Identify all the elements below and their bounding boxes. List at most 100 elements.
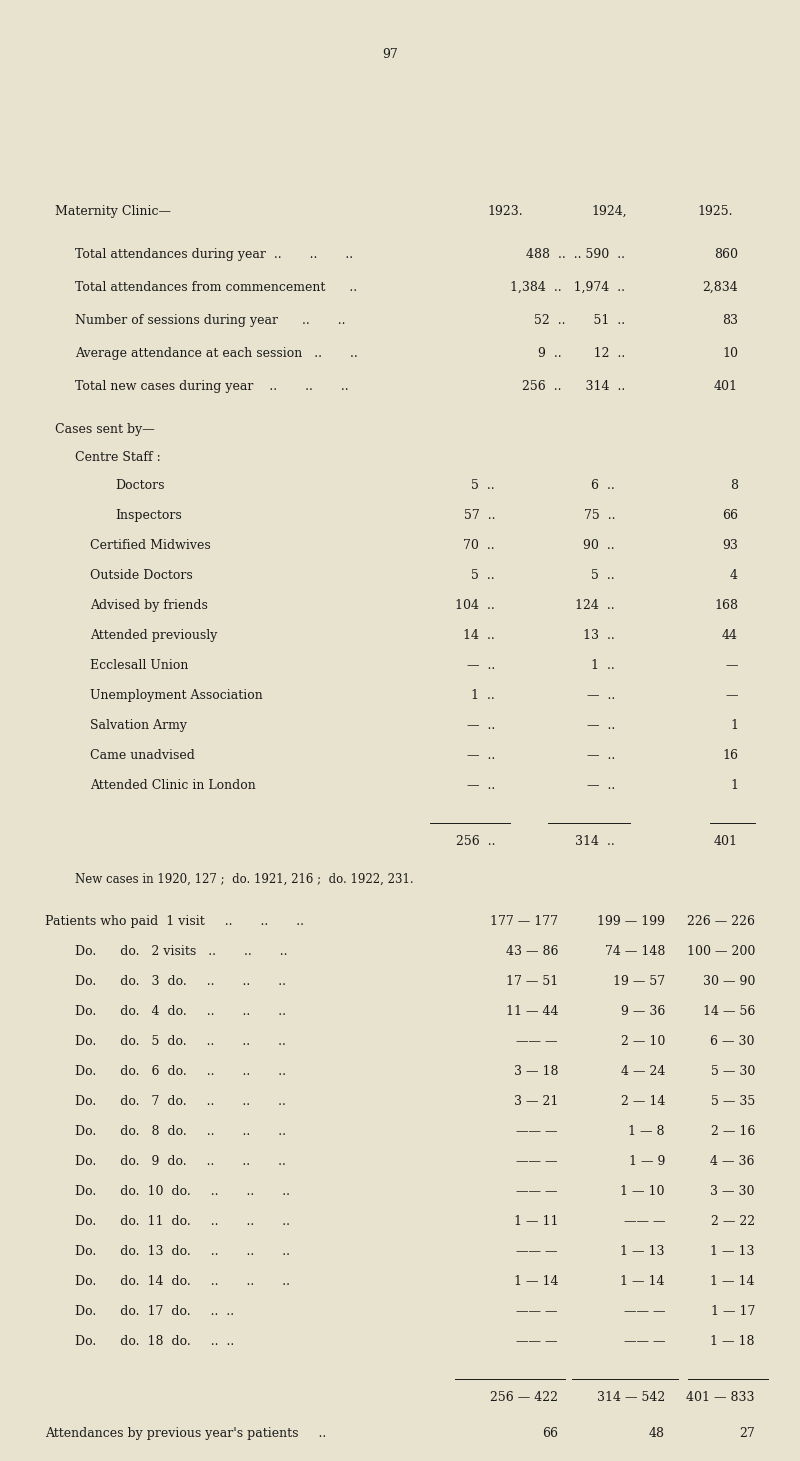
Text: 124  ..: 124 .. <box>575 599 615 612</box>
Text: Attended previously: Attended previously <box>90 630 218 641</box>
Text: Total new cases during year    ..       ..       ..: Total new cases during year .. .. .. <box>75 380 349 393</box>
Text: Do.      do.   7  do.     ..       ..       ..: Do. do. 7 do. .. .. .. <box>75 1094 286 1107</box>
Text: Attendances by previous year's patients     ..: Attendances by previous year's patients … <box>45 1427 326 1441</box>
Text: —— —: —— — <box>517 1156 558 1167</box>
Text: Do.      do.   4  do.     ..       ..       ..: Do. do. 4 do. .. .. .. <box>75 1005 286 1018</box>
Text: Do.      do.  13  do.     ..       ..       ..: Do. do. 13 do. .. .. .. <box>75 1245 290 1258</box>
Text: —  ..: — .. <box>466 779 495 792</box>
Text: —  ..: — .. <box>586 779 615 792</box>
Text: Attended Clinic in London: Attended Clinic in London <box>90 779 256 792</box>
Text: 1923.: 1923. <box>487 205 522 218</box>
Text: 6  ..: 6 .. <box>591 479 615 492</box>
Text: 70  ..: 70 .. <box>463 539 495 552</box>
Text: —  ..: — .. <box>586 719 615 732</box>
Text: 5  ..: 5 .. <box>471 479 495 492</box>
Text: 2 — 14: 2 — 14 <box>621 1094 665 1107</box>
Text: 3 — 30: 3 — 30 <box>710 1185 755 1198</box>
Text: 48: 48 <box>649 1427 665 1441</box>
Text: Salvation Army: Salvation Army <box>90 719 187 732</box>
Text: 57  ..: 57 .. <box>463 508 495 522</box>
Text: 226 — 226: 226 — 226 <box>687 915 755 928</box>
Text: 401: 401 <box>714 380 738 393</box>
Text: —: — <box>726 659 738 672</box>
Text: 14  ..: 14 .. <box>463 630 495 641</box>
Text: 3 — 18: 3 — 18 <box>514 1065 558 1078</box>
Text: Doctors: Doctors <box>115 479 165 492</box>
Text: 66: 66 <box>722 508 738 522</box>
Text: 83: 83 <box>722 314 738 327</box>
Text: 100 — 200: 100 — 200 <box>686 945 755 958</box>
Text: 1  ..: 1 .. <box>591 659 615 672</box>
Text: 177 — 177: 177 — 177 <box>490 915 558 928</box>
Text: Maternity Clinic—: Maternity Clinic— <box>55 205 171 218</box>
Text: Unemployment Association: Unemployment Association <box>90 690 262 701</box>
Text: 16: 16 <box>722 749 738 763</box>
Text: Do.      do.   3  do.     ..       ..       ..: Do. do. 3 do. .. .. .. <box>75 974 286 988</box>
Text: 2 — 10: 2 — 10 <box>621 1034 665 1048</box>
Text: 1: 1 <box>730 779 738 792</box>
Text: Patients who paid  1 visit     ..       ..       ..: Patients who paid 1 visit .. .. .. <box>45 915 304 928</box>
Text: 4: 4 <box>730 568 738 581</box>
Text: 93: 93 <box>722 539 738 552</box>
Text: Came unadvised: Came unadvised <box>90 749 195 763</box>
Text: 30 — 90: 30 — 90 <box>702 974 755 988</box>
Text: Do.      do.  10  do.     ..       ..       ..: Do. do. 10 do. .. .. .. <box>75 1185 290 1198</box>
Text: 6 — 30: 6 — 30 <box>710 1034 755 1048</box>
Text: —— —: —— — <box>623 1305 665 1318</box>
Text: 401: 401 <box>714 836 738 847</box>
Text: Inspectors: Inspectors <box>115 508 182 522</box>
Text: 8: 8 <box>730 479 738 492</box>
Text: 14 — 56: 14 — 56 <box>702 1005 755 1018</box>
Text: —— —: —— — <box>517 1305 558 1318</box>
Text: 1925.: 1925. <box>697 205 733 218</box>
Text: 5 — 35: 5 — 35 <box>710 1094 755 1107</box>
Text: Do.      do.   2 visits   ..       ..       ..: Do. do. 2 visits .. .. .. <box>75 945 287 958</box>
Text: 2,834: 2,834 <box>702 281 738 294</box>
Text: 66: 66 <box>542 1427 558 1441</box>
Text: New cases in 1920, 127 ;  do. 1921, 216 ;  do. 1922, 231.: New cases in 1920, 127 ; do. 1921, 216 ;… <box>75 874 414 885</box>
Text: —— —: —— — <box>517 1125 558 1138</box>
Text: —  ..: — .. <box>466 659 495 672</box>
Text: 1 — 17: 1 — 17 <box>710 1305 755 1318</box>
Text: 43 — 86: 43 — 86 <box>506 945 558 958</box>
Text: 1,384  ..   1,974  ..: 1,384 .. 1,974 .. <box>510 281 625 294</box>
Text: 9  ..        12  ..: 9 .. 12 .. <box>538 348 625 359</box>
Text: 75  ..: 75 .. <box>583 508 615 522</box>
Text: 11 — 44: 11 — 44 <box>506 1005 558 1018</box>
Text: 9 — 36: 9 — 36 <box>621 1005 665 1018</box>
Text: 1: 1 <box>730 719 738 732</box>
Text: —  ..: — .. <box>586 690 615 701</box>
Text: 27: 27 <box>739 1427 755 1441</box>
Text: Total attendances from commencement      ..: Total attendances from commencement .. <box>75 281 357 294</box>
Text: 74 — 148: 74 — 148 <box>605 945 665 958</box>
Text: 1 — 10: 1 — 10 <box>621 1185 665 1198</box>
Text: 314  ..: 314 .. <box>575 836 615 847</box>
Text: 44: 44 <box>722 630 738 641</box>
Text: 4 — 36: 4 — 36 <box>710 1156 755 1167</box>
Text: Do.      do.  17  do.     ..  ..: Do. do. 17 do. .. .. <box>75 1305 234 1318</box>
Text: Outside Doctors: Outside Doctors <box>90 568 193 581</box>
Text: 1 — 11: 1 — 11 <box>514 1216 558 1229</box>
Text: 1 — 14: 1 — 14 <box>621 1275 665 1289</box>
Text: 1 — 13: 1 — 13 <box>710 1245 755 1258</box>
Text: 13  ..: 13 .. <box>583 630 615 641</box>
Text: Do.      do.  14  do.     ..       ..       ..: Do. do. 14 do. .. .. .. <box>75 1275 290 1289</box>
Text: 168: 168 <box>714 599 738 612</box>
Text: Centre Staff :: Centre Staff : <box>75 451 161 465</box>
Text: 314 — 542: 314 — 542 <box>597 1391 665 1404</box>
Text: Do.      do.  18  do.     ..  ..: Do. do. 18 do. .. .. <box>75 1335 234 1349</box>
Text: 256 — 422: 256 — 422 <box>490 1391 558 1404</box>
Text: 1 — 8: 1 — 8 <box>629 1125 665 1138</box>
Text: 104  ..: 104 .. <box>455 599 495 612</box>
Text: Total attendances during year  ..       ..       ..: Total attendances during year .. .. .. <box>75 248 353 262</box>
Text: 488  ..  .. 590  ..: 488 .. .. 590 .. <box>526 248 625 262</box>
Text: Number of sessions during year      ..       ..: Number of sessions during year .. .. <box>75 314 346 327</box>
Text: 1 — 9: 1 — 9 <box>629 1156 665 1167</box>
Text: —— —: —— — <box>517 1335 558 1349</box>
Text: 4 — 24: 4 — 24 <box>621 1065 665 1078</box>
Text: Do.      do.   5  do.     ..       ..       ..: Do. do. 5 do. .. .. .. <box>75 1034 286 1048</box>
Text: —— —: —— — <box>517 1245 558 1258</box>
Text: —  ..: — .. <box>466 719 495 732</box>
Text: Certified Midwives: Certified Midwives <box>90 539 210 552</box>
Text: Do.      do.   9  do.     ..       ..       ..: Do. do. 9 do. .. .. .. <box>75 1156 286 1167</box>
